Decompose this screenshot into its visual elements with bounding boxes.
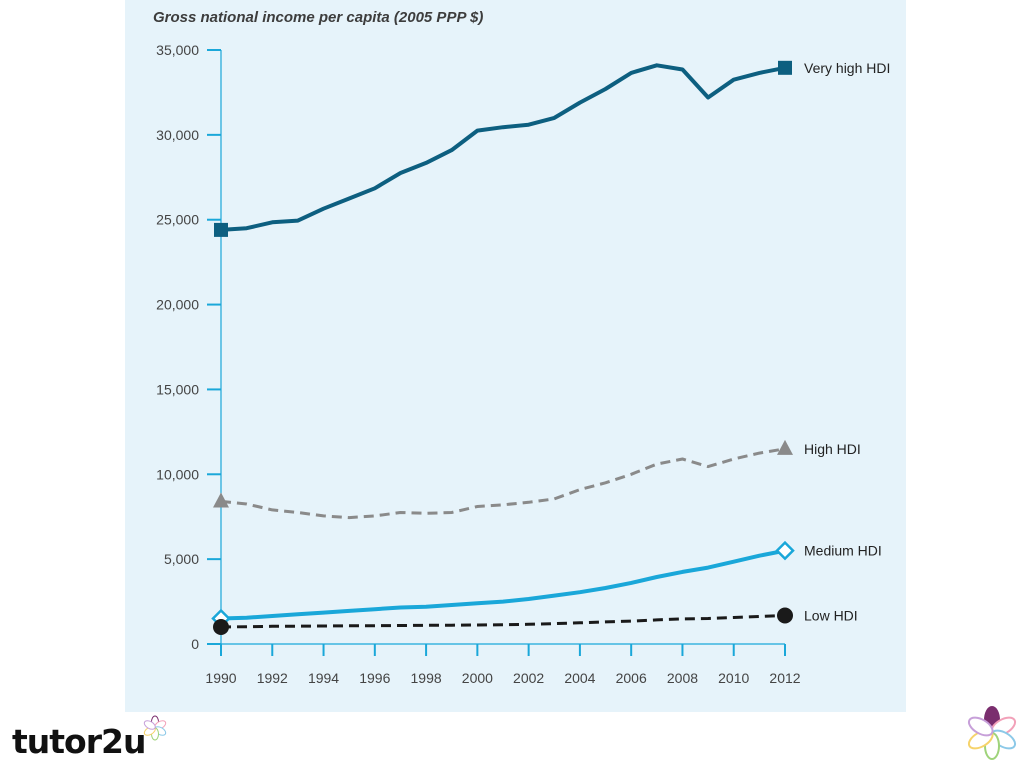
y-tick-label: 10,000 xyxy=(156,466,199,482)
series-label-very-high-hdi: Very high HDI xyxy=(804,60,890,76)
x-tick-label: 1996 xyxy=(359,670,390,686)
brand-logo: tutor2u xyxy=(12,722,146,761)
flower-petal xyxy=(143,720,156,730)
flower-petal xyxy=(967,716,994,737)
y-tick-label: 0 xyxy=(191,636,199,652)
x-tick-label: 2000 xyxy=(462,670,493,686)
x-tick-label: 2008 xyxy=(667,670,698,686)
y-tick-label: 5,000 xyxy=(164,551,199,567)
chart-svg: Gross national income per capita (2005 P… xyxy=(153,9,890,686)
chart-panel: Gross national income per capita (2005 P… xyxy=(125,0,906,712)
x-tick-label: 1990 xyxy=(205,670,236,686)
series-line-low-hdi xyxy=(220,614,786,629)
x-tick-label: 2004 xyxy=(564,670,595,686)
marker-very-high-hdi-end xyxy=(778,60,792,75)
series-line-medium-hdi xyxy=(220,548,786,621)
series-label-low-hdi: Low HDI xyxy=(804,607,858,623)
series-label-medium-hdi: Medium HDI xyxy=(804,543,882,559)
series-group: Very high HDI High HDI Medium HDI Low HDI xyxy=(211,60,890,636)
x-tick-label: 2006 xyxy=(616,670,647,686)
x-tick-label: 1994 xyxy=(308,670,339,686)
marker-medium-hdi-end xyxy=(775,540,795,561)
marker-low-hdi-start xyxy=(213,619,229,636)
marker-high-hdi-start xyxy=(213,492,229,508)
x-tick-label: 2012 xyxy=(769,670,800,686)
y-tick-label: 35,000 xyxy=(156,42,199,58)
flower-logo-icon xyxy=(967,706,1017,760)
x-tick-label: 2010 xyxy=(718,670,749,686)
flower-small-icon xyxy=(143,715,167,741)
series-label-high-hdi: High HDI xyxy=(804,441,861,457)
y-tick-label: 30,000 xyxy=(156,127,199,143)
series-line-very-high-hdi xyxy=(220,63,786,232)
marker-very-high-hdi-start xyxy=(214,222,228,237)
x-tick-label: 1998 xyxy=(411,670,442,686)
series-line-high-hdi xyxy=(220,447,786,520)
y-tick-label: 20,000 xyxy=(156,297,199,313)
marker-low-hdi-end xyxy=(777,607,793,624)
chart-title: Gross national income per capita (2005 P… xyxy=(153,9,483,26)
y-tick-label: 15,000 xyxy=(156,381,199,397)
marker-high-hdi-end xyxy=(777,439,793,455)
x-tick-label: 1992 xyxy=(257,670,288,686)
y-tick-label: 25,000 xyxy=(156,212,199,228)
x-ticks: 1990 1992 1994 1996 1998 2000 2002 2004 2006 2008… xyxy=(205,644,801,686)
y-ticks: 0 5,000 10,000 15,000 20,000 25,000 30,000 35,0… xyxy=(156,42,221,652)
x-tick-label: 2002 xyxy=(513,670,544,686)
